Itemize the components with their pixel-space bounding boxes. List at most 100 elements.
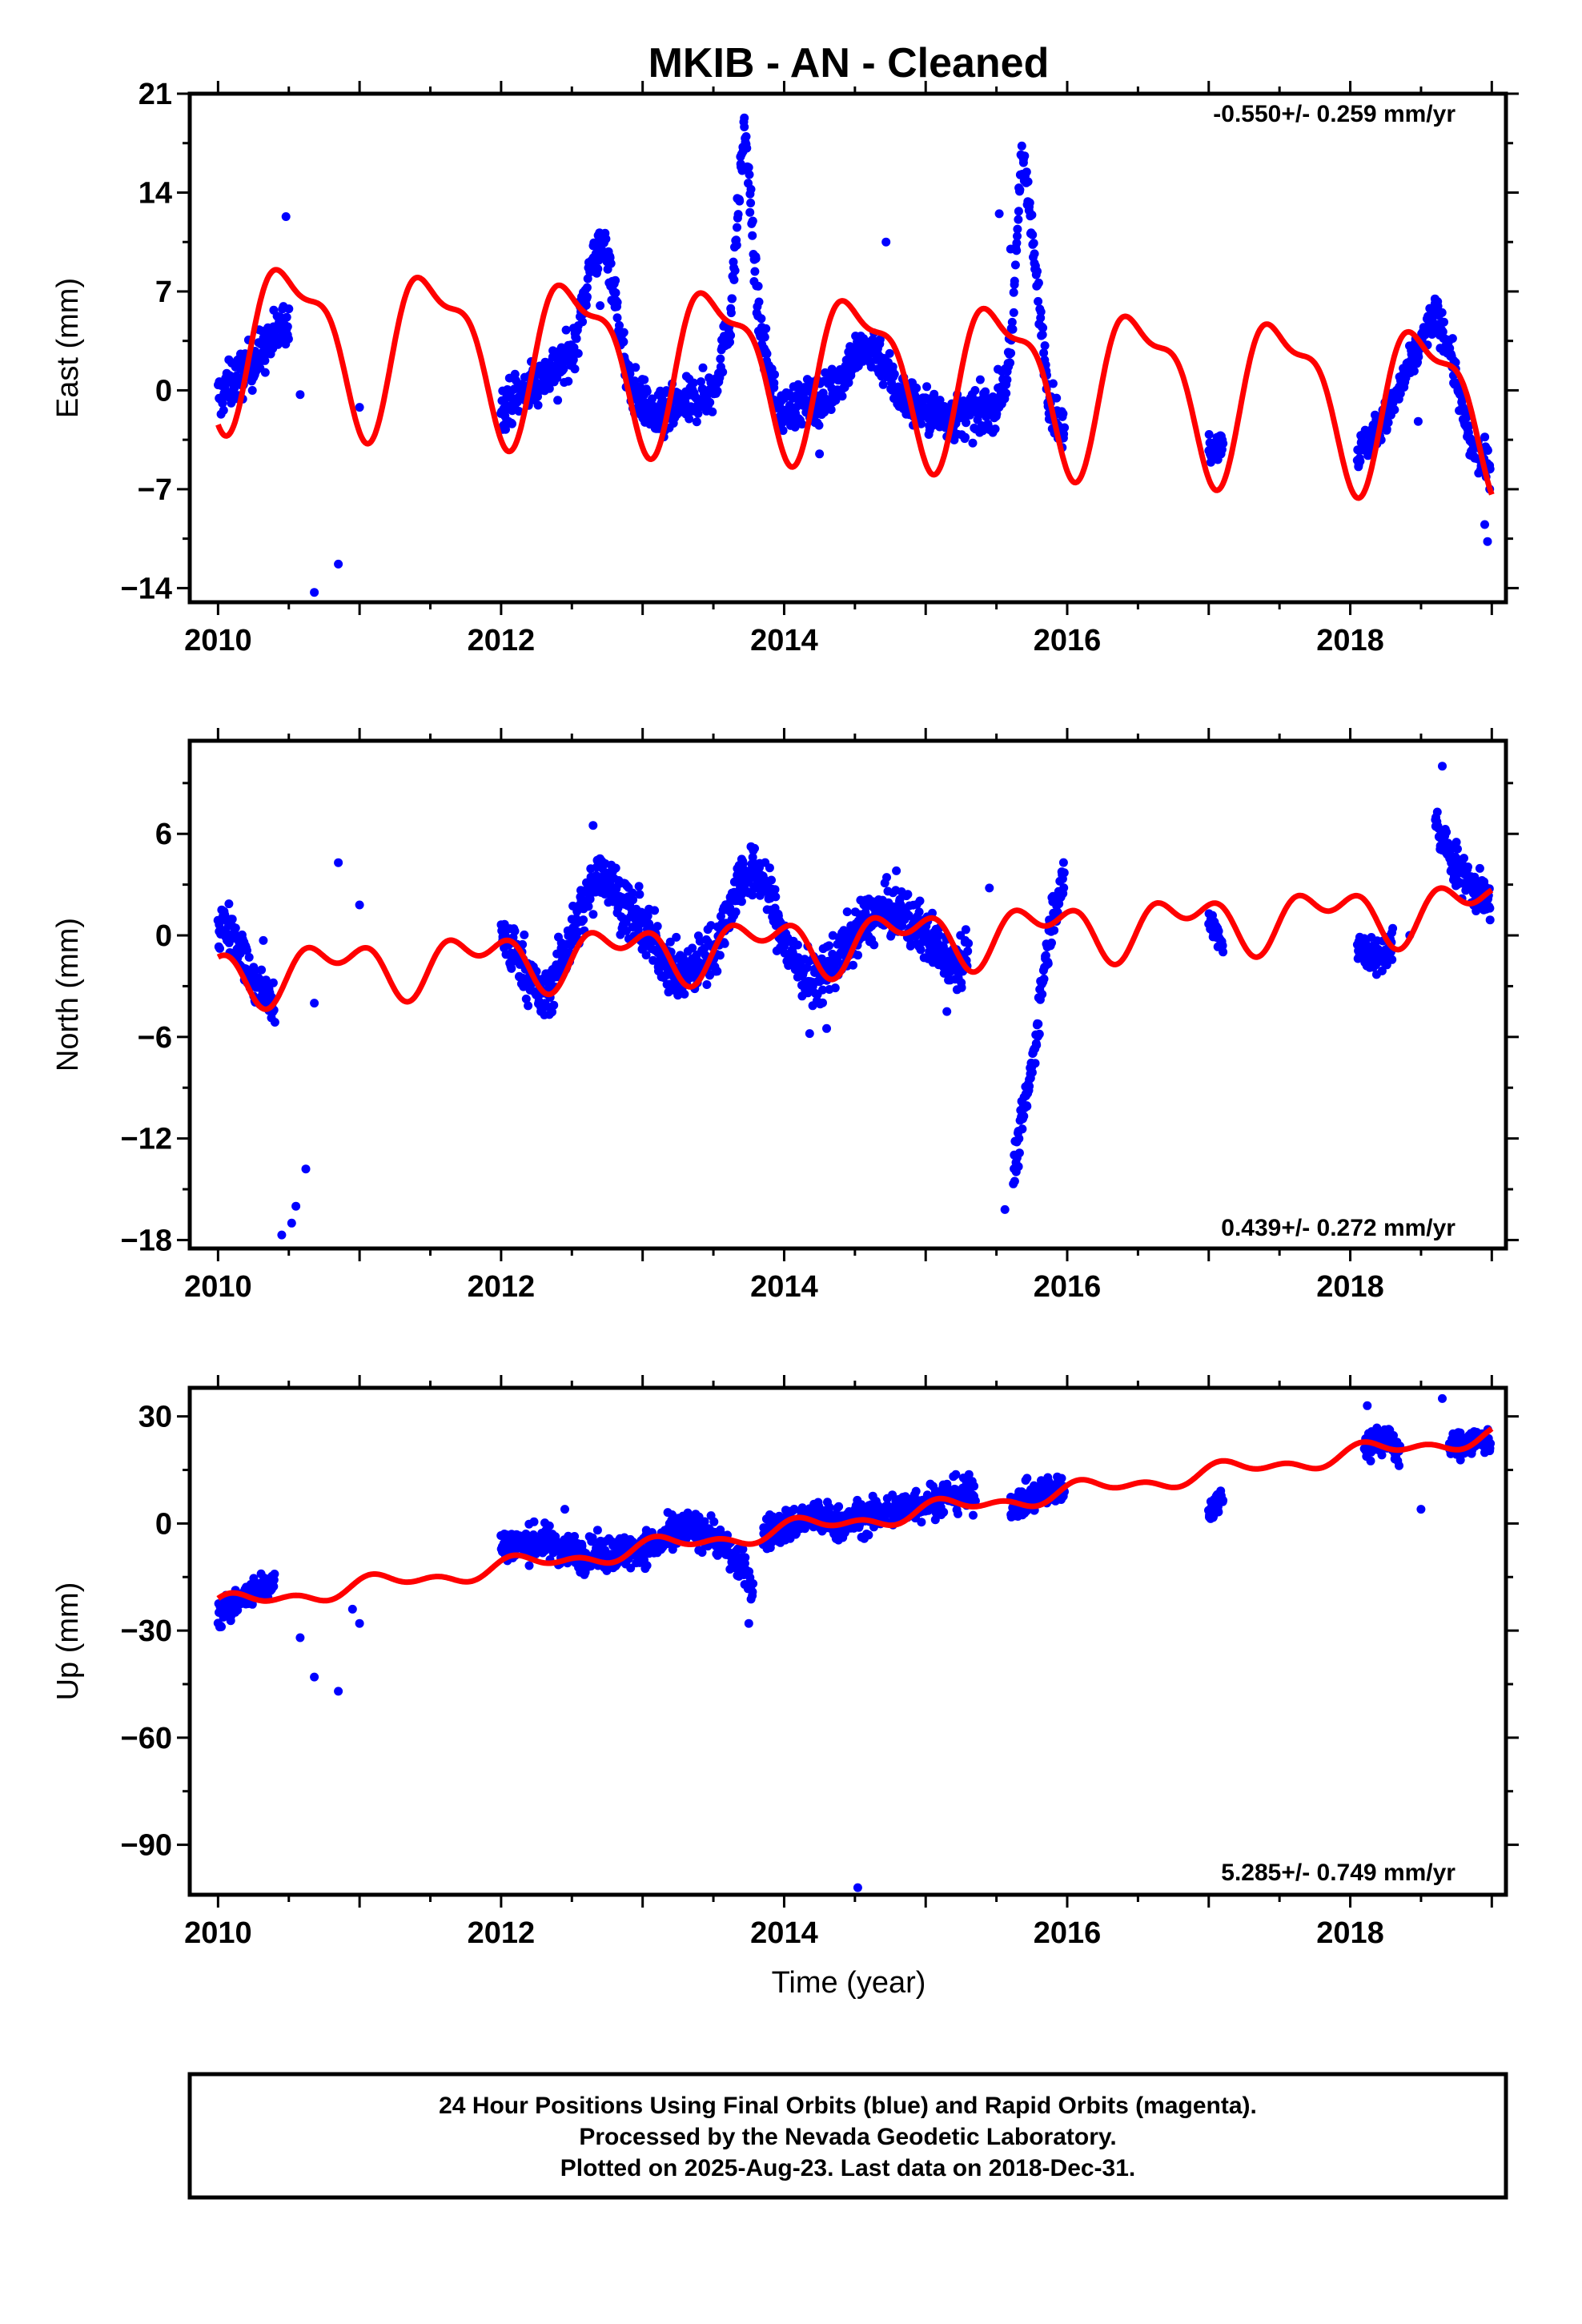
data-point (1038, 323, 1048, 332)
outlier-point (994, 209, 1004, 219)
data-point (257, 965, 267, 975)
data-point (588, 910, 598, 919)
outlier-point (1480, 520, 1489, 529)
outlier-point (588, 821, 598, 830)
rate-label: 0.439+/- 0.272 mm/yr (1221, 1215, 1456, 1241)
data-point (1007, 317, 1017, 327)
data-point (1034, 1029, 1044, 1039)
data-point (1015, 185, 1025, 195)
data-point (749, 1579, 758, 1588)
data-point (1057, 1474, 1066, 1483)
data-point (1033, 267, 1042, 276)
data-point (760, 332, 769, 342)
footer-line-3: Plotted on 2025-Aug-23. Last data on 201… (560, 2155, 1136, 2181)
plot-frame (187, 738, 1508, 1251)
data-point (1010, 276, 1019, 286)
data-point (716, 354, 725, 364)
data-point (1414, 352, 1423, 362)
data-point (778, 426, 788, 436)
data-point (726, 308, 736, 318)
data-point (1204, 430, 1214, 439)
data-point (270, 1570, 279, 1578)
data-point (964, 939, 974, 948)
data-point (642, 387, 652, 396)
data-point (718, 368, 728, 377)
x-tick-label: 2018 (1316, 1270, 1384, 1304)
data-point (601, 234, 611, 243)
data-point (733, 223, 741, 232)
y-tick-label: −6 (138, 1021, 172, 1055)
x-tick-label: 2010 (184, 1270, 252, 1304)
data-point (826, 405, 836, 414)
x-axis-title: Time (year) (772, 1966, 926, 2000)
data-point (1013, 224, 1022, 234)
model-curve (215, 267, 1495, 501)
data-point (533, 400, 543, 410)
data-point (1009, 287, 1018, 297)
data-point (1058, 409, 1068, 419)
data-point (892, 866, 901, 875)
outlier-point (822, 1023, 831, 1033)
data-point (922, 382, 932, 392)
y-tick-label: −30 (121, 1614, 172, 1648)
outlier-point (744, 1618, 753, 1628)
data-point (631, 363, 640, 372)
x-tick-label: 2014 (750, 624, 818, 657)
data-point (1022, 1102, 1032, 1111)
outlier-point (310, 588, 319, 597)
outlier-point (881, 237, 891, 247)
x-tick-label: 2018 (1316, 1916, 1384, 1950)
data-point (1453, 844, 1462, 854)
data-point (283, 322, 292, 332)
y-tick-label: 0 (155, 1507, 172, 1541)
data-point (761, 324, 771, 333)
data-point (1038, 990, 1047, 999)
data-point (939, 1507, 949, 1517)
outlier-point (815, 449, 825, 459)
data-point (1432, 807, 1442, 817)
data-point (1028, 230, 1038, 239)
data-point (1022, 167, 1031, 177)
data-point (1219, 947, 1228, 957)
x-tick-label: 2012 (468, 1270, 536, 1304)
data-point (1010, 1176, 1019, 1186)
data-point (770, 370, 779, 380)
outlier-point (1438, 1393, 1447, 1403)
data-point (698, 363, 708, 372)
x-tick-label: 2016 (1034, 624, 1102, 657)
data-point (853, 951, 862, 960)
data-point (284, 304, 294, 314)
data-point (975, 375, 985, 384)
data-point (1058, 858, 1068, 867)
y-tick-label: −7 (138, 473, 172, 507)
data-point (715, 951, 725, 960)
data-point (227, 915, 237, 924)
data-point (1014, 1148, 1024, 1158)
data-point (753, 281, 763, 291)
data-point (1043, 959, 1053, 968)
data-point (741, 1553, 750, 1562)
data-point (713, 386, 722, 396)
outlier-point (295, 390, 305, 400)
data-point (606, 259, 616, 268)
data-point (1462, 412, 1472, 422)
data-point (844, 378, 853, 388)
data-point (1486, 1439, 1496, 1448)
outlier-point (334, 559, 343, 569)
data-point (875, 335, 885, 344)
data-point (1014, 1134, 1024, 1144)
outlier-point (1413, 416, 1423, 426)
data-point (1018, 158, 1028, 167)
data-point (680, 989, 689, 999)
data-point (708, 407, 717, 416)
data-point (612, 298, 622, 307)
data-point (869, 940, 879, 950)
outlier-point (277, 1230, 287, 1240)
data-point (524, 1001, 533, 1011)
data-point (1355, 456, 1365, 466)
data-point (917, 419, 926, 428)
data-point (990, 424, 1000, 434)
data-point (1032, 1040, 1042, 1050)
data-point (260, 368, 270, 377)
